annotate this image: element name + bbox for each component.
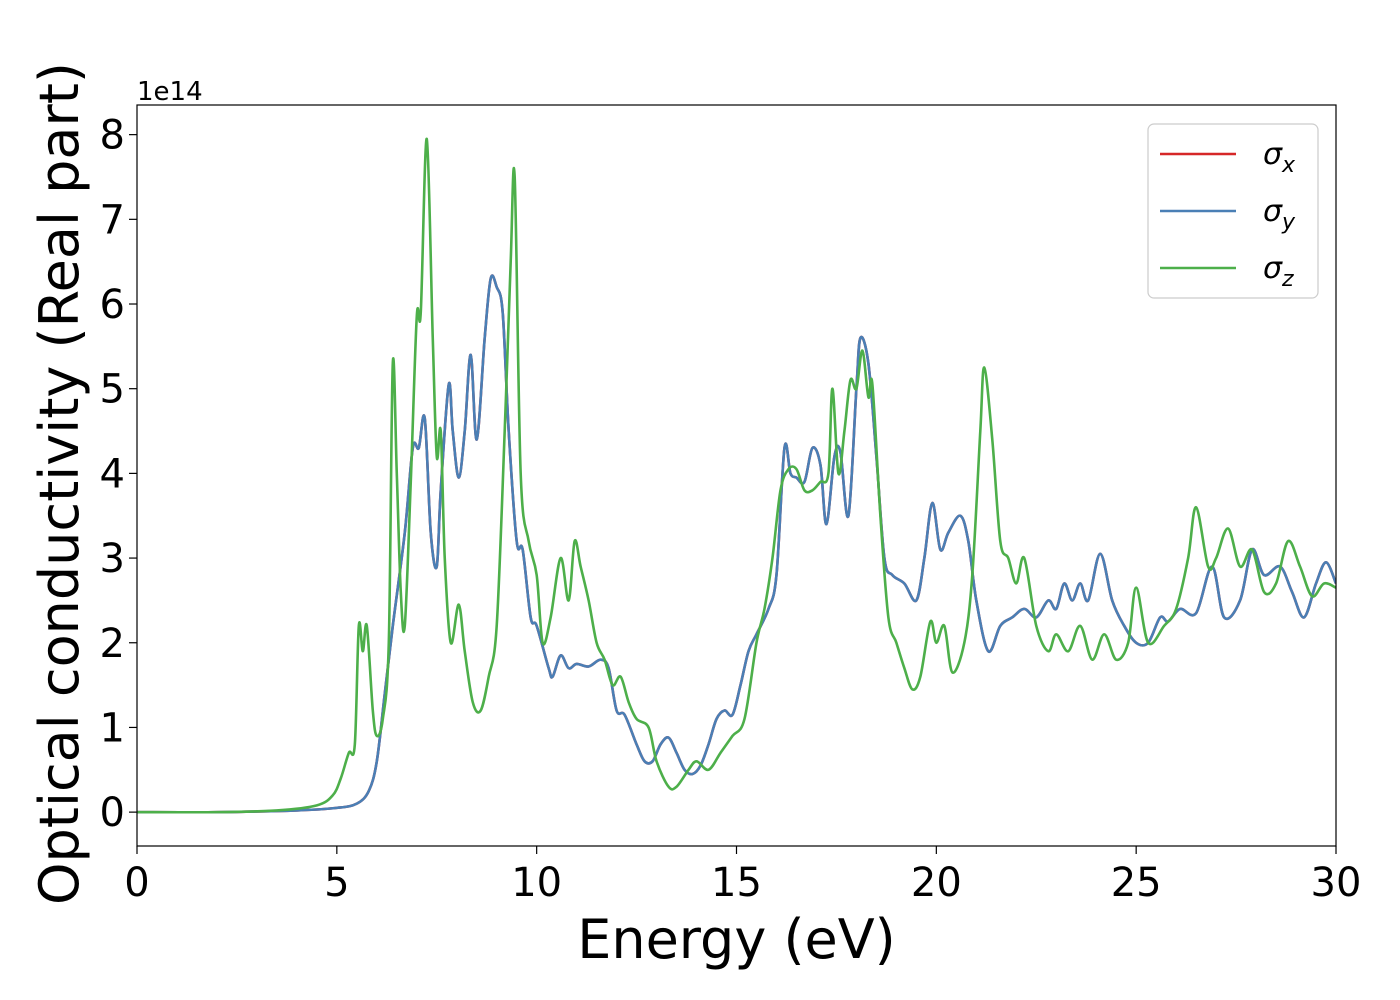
series-layer — [137, 137, 1336, 814]
x-tick-label: 5 — [324, 860, 349, 906]
x-tick-label: 0 — [124, 860, 149, 906]
y-tick-label: 6 — [100, 282, 125, 328]
series-line-sigma-z — [137, 137, 1336, 814]
y-tick-label: 4 — [100, 451, 125, 497]
legend: σx σy σz — [1147, 123, 1319, 299]
y-tick-label: 1 — [100, 705, 125, 751]
y-tick-label: 0 — [100, 790, 125, 836]
legend-entry-sigma-z: σz — [1263, 251, 1294, 292]
x-tick-label: 25 — [1111, 860, 1162, 906]
x-tick-label: 10 — [511, 860, 562, 906]
x-tick-label: 20 — [911, 860, 962, 906]
legend-entry-sigma-x: σx — [1263, 137, 1296, 178]
x-axis-ticks: 0 5 10 15 20 25 30 — [124, 846, 1361, 906]
y-axis-offset-label: 1e14 — [137, 77, 203, 107]
y-tick-label: 3 — [100, 536, 125, 582]
y-tick-label: 7 — [100, 197, 125, 243]
x-tick-label: 15 — [711, 860, 762, 906]
y-tick-label: 5 — [100, 367, 125, 413]
legend-entry-sigma-y: σy — [1263, 194, 1296, 235]
y-axis-label: Optical conductivity (Real part) — [28, 62, 91, 905]
y-tick-label: 2 — [100, 621, 125, 667]
x-tick-label: 30 — [1311, 860, 1362, 906]
y-axis-ticks: 0 1 2 3 4 5 6 7 8 — [100, 113, 137, 836]
y-tick-label: 8 — [100, 113, 125, 159]
x-axis-label: Energy (eV) — [577, 908, 896, 971]
